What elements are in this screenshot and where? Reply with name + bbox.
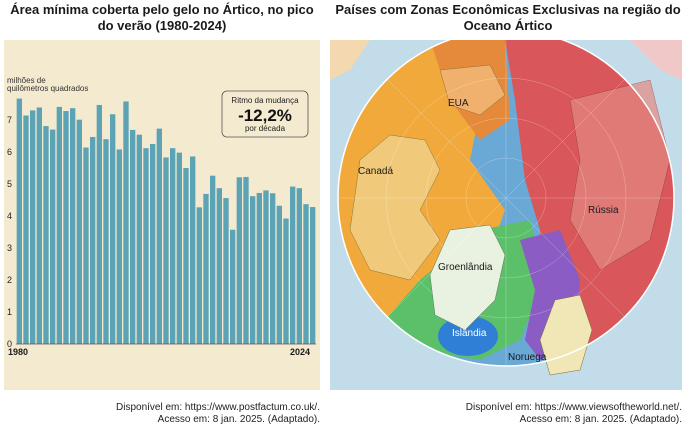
rate-box-value: -12,2% [238,106,292,125]
russia-land [569,79,671,271]
bar-2017 [263,190,269,344]
map-panel: EUA Canadá Rússia Groenlândia Islândia N… [330,40,682,390]
y-tick-label-6: 6 [7,147,12,157]
label-canada: Canadá [358,166,393,177]
bar-2008 [203,193,209,344]
label-groenlandia: Groenlândia [438,262,493,273]
bar-2024 [310,207,316,344]
outer-land-ne [630,40,682,80]
ice-area-chart: milhões de quilômetros quadrados 0 1 2 3 4 5 6… [7,76,316,357]
rate-box-frame [221,90,309,138]
bar-2022 [296,188,302,344]
bar-2014 [243,176,249,344]
bar-1989 [76,119,82,345]
rate-of-change-box: Ritmo da mudança -12,2% por década [221,90,309,138]
chart-panel: milhões de quilômetros quadrados 0 1 2 3 4 5 6… [4,40,320,390]
label-islandia: Islândia [452,328,487,339]
iceland-zone [438,316,498,356]
y-tick-label-1: 1 [7,307,12,317]
rate-box-unit: por década [245,124,286,133]
y-tick-label-7: 7 [7,115,12,125]
bar-1991 [90,136,96,344]
bar-1990 [83,147,89,344]
bar-2004 [176,152,182,344]
bar-1984 [43,126,49,344]
label-noruega: Noruega [508,352,547,363]
bar-2005 [183,168,189,344]
graticule [338,40,674,366]
chart-title-line2: do verão (1980-2024) [97,18,227,33]
bar-2020 [283,218,289,344]
x-end-label: 2024 [290,347,310,357]
y-tick-label-4: 4 [7,211,12,221]
map-title: Países com Zonas Econômicas Exclusivas n… [334,2,682,34]
bar-2012 [230,229,236,344]
bar-1985 [50,129,56,344]
canada-land [349,134,441,281]
bar-2006 [190,156,196,344]
outer-land-nw [330,40,370,80]
chart-source-line1: Disponível em: https://www.postfactum.co… [116,402,320,413]
unit-label-line1: milhões de [7,76,46,85]
bar-1988 [70,108,76,344]
bar-1998 [136,134,142,344]
bar-1987 [63,111,69,344]
chart-source: Disponível em: https://www.postfactum.co… [20,402,320,426]
bar-2001 [156,128,162,344]
map-title-line1: Países com Zonas Econômicas Exclusivas n… [335,2,681,17]
bar-2000 [150,144,156,344]
label-eua: EUA [448,98,469,109]
bar-1995 [116,149,122,344]
bar-2013 [236,177,242,344]
alaska-land [439,64,506,116]
bar-2021 [290,186,296,344]
bar-2007 [196,207,202,344]
unit-label-line2: quilômetros quadrados [7,84,88,93]
bar-2011 [223,198,229,344]
bar-1986 [56,106,62,344]
chart-title-line1: Área mínima coberta pelo gelo no Ártico,… [10,2,314,17]
bar-2002 [163,157,169,344]
label-russia: Rússia [588,205,619,216]
y-tick-label-0: 0 [7,339,12,349]
bar-1997 [130,129,136,344]
bar-1983 [36,107,42,345]
bar-1996 [123,101,129,344]
eez-circle-border [337,40,675,367]
bar-1999 [143,148,149,344]
scandinavia-land [539,294,593,376]
y-axis: 0 1 2 3 4 5 6 7 [7,115,12,349]
chart-title: Área mínima coberta pelo gelo no Ártico,… [2,2,322,34]
bar-1992 [96,104,102,345]
bar-1994 [110,114,116,345]
y-tick-label-5: 5 [7,179,12,189]
y-tick-label-2: 2 [7,275,12,285]
y-tick-label-3: 3 [7,243,12,253]
bar-2018 [270,193,276,344]
bar-1982 [30,110,36,345]
bar-2010 [216,188,222,344]
bar-2003 [170,148,176,344]
bar-2009 [210,175,216,344]
rate-box-label: Ritmo da mudança [231,96,299,105]
bar-1981 [23,115,29,345]
map-source: Disponível em: https://www.viewsofthewor… [342,402,682,426]
arctic-eez-map: EUA Canadá Rússia Groenlândia Islândia N… [330,40,682,390]
bar-1980 [16,98,22,344]
map-source-line2: Acesso em: 8 jan. 2025. (Adaptado). [519,414,682,425]
bars [16,98,316,345]
map-title-line2: Oceano Ártico [463,18,553,33]
bar-1993 [103,139,109,344]
bar-2023 [303,204,309,344]
bar-2015 [250,196,256,344]
bar-2016 [256,192,262,344]
bar-2019 [276,205,282,344]
chart-source-line2: Acesso em: 8 jan. 2025. (Adaptado). [157,414,320,425]
map-source-line1: Disponível em: https://www.viewsofthewor… [465,402,682,413]
x-start-label: 1980 [8,347,28,357]
